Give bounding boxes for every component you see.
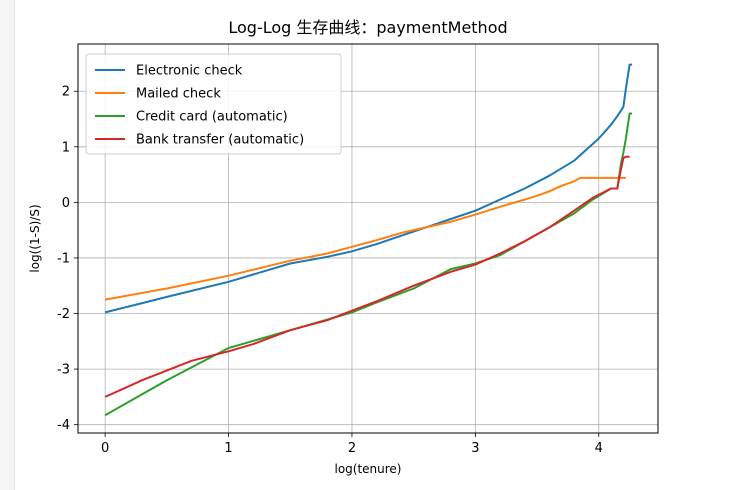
x-tick-label: 3 <box>471 441 479 456</box>
legend: Electronic check Mailed check Credit card … <box>85 53 342 155</box>
x-tick-label: 1 <box>224 441 232 456</box>
chart-title: Log-Log 生存曲线：paymentMethod <box>228 18 507 37</box>
y-tick-label: -2 <box>57 307 70 322</box>
y-tick-label: 2 <box>62 85 70 100</box>
y-tick-label: 0 <box>62 196 70 211</box>
x-tick-label: 4 <box>595 441 603 456</box>
y-tick-label: -1 <box>57 251 70 266</box>
legend-label: Bank transfer (automatic) <box>136 133 304 148</box>
series-line-0 <box>104 63 633 314</box>
plot-frame <box>77 43 659 434</box>
y-axis-label: log((1-S)/S) <box>28 204 42 272</box>
legend-label: Electronic check <box>136 64 243 79</box>
legend-label: Mailed check <box>136 87 221 102</box>
legend-label: Credit card (automatic) <box>136 110 288 125</box>
series-line-1 <box>104 176 626 301</box>
y-tick-label: -4 <box>57 418 70 433</box>
tick-layer: 0 1 2 3 4 -4 -3 -2 -1 0 1 2 <box>57 85 603 456</box>
series-line-3 <box>104 155 630 398</box>
y-tick-label: 1 <box>62 140 70 155</box>
x-tick-label: 2 <box>348 441 356 456</box>
legend-box <box>85 53 342 155</box>
x-axis-label: log(tenure) <box>334 462 401 476</box>
series-layer <box>104 63 633 417</box>
page-edge-strip <box>0 0 15 490</box>
series-line-2 <box>104 112 633 417</box>
y-tick-label: -3 <box>57 363 70 378</box>
grid-layer <box>78 44 658 433</box>
x-tick-label: 0 <box>101 441 109 456</box>
